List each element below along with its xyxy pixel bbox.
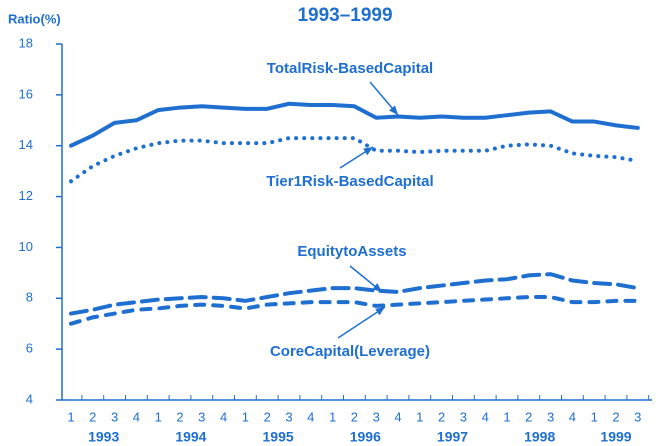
legend-label: EquitytoAssets xyxy=(297,243,406,260)
y-axis-label: Ratio(%) xyxy=(8,11,61,26)
arrow-head xyxy=(389,105,398,115)
x-tick-label: 1 xyxy=(155,409,162,424)
x-tick-label: 1 xyxy=(329,409,336,424)
y-tick-label: 14 xyxy=(19,137,33,152)
legend-label: CoreCapital(Leverage) xyxy=(270,343,430,360)
x-tick-label: 2 xyxy=(612,409,619,424)
x-tick-label: 3 xyxy=(198,409,205,424)
year-label: 1994 xyxy=(175,429,206,445)
x-tick-label: 4 xyxy=(482,409,489,424)
x-tick-label: 4 xyxy=(394,409,401,424)
year-label: 1997 xyxy=(437,429,468,445)
year-label: 1996 xyxy=(350,429,381,445)
y-tick-label: 8 xyxy=(26,290,33,305)
y-tick-label: 4 xyxy=(26,391,33,406)
x-tick-label: 4 xyxy=(307,409,314,424)
arrow-head xyxy=(375,307,385,316)
series-line xyxy=(69,136,640,184)
x-tick-label: 1 xyxy=(503,409,510,424)
annotation-arrow xyxy=(337,306,386,339)
x-tick-label: 3 xyxy=(111,409,118,424)
chart-title: 1993–1999 xyxy=(297,5,392,26)
series-line xyxy=(69,272,640,316)
y-tick-label: 18 xyxy=(19,35,33,50)
x-tick-label: 2 xyxy=(438,409,445,424)
series-line xyxy=(69,101,640,148)
x-tick-label: 4 xyxy=(133,409,140,424)
x-tick-label: 2 xyxy=(89,409,96,424)
x-tick-label: 2 xyxy=(176,409,183,424)
year-label: 1995 xyxy=(263,429,294,445)
x-tick-label: 2 xyxy=(351,409,358,424)
y-tick-label: 12 xyxy=(19,188,33,203)
arrow-head xyxy=(363,147,373,156)
x-tick-label: 3 xyxy=(373,409,380,424)
x-tick-label: 1 xyxy=(242,409,249,424)
series-line xyxy=(69,295,640,326)
arrow-head xyxy=(372,283,382,292)
x-tick-label: 3 xyxy=(460,409,467,424)
x-tick-label: 2 xyxy=(264,409,271,424)
x-tick-label: 3 xyxy=(285,409,292,424)
legend-label: TotalRisk-BasedCapital xyxy=(267,60,433,77)
x-tick-label: 1 xyxy=(67,409,74,424)
x-tick-label: 2 xyxy=(525,409,532,424)
x-tick-label: 1 xyxy=(416,409,423,424)
y-tick-label: 6 xyxy=(26,341,33,356)
x-tick-label: 1 xyxy=(591,409,598,424)
year-label: 1993 xyxy=(88,429,119,445)
x-tick-label: 3 xyxy=(547,409,554,424)
y-tick-label: 16 xyxy=(19,86,33,101)
year-label: 1998 xyxy=(524,429,555,445)
year-label: 1999 xyxy=(600,429,631,445)
y-tick-label: 10 xyxy=(19,239,33,254)
x-tick-label: 4 xyxy=(569,409,576,424)
legend-label: Tier1Risk-BasedCapital xyxy=(266,173,433,190)
x-tick-label: 4 xyxy=(220,409,227,424)
x-tick-label: 3 xyxy=(634,409,641,424)
